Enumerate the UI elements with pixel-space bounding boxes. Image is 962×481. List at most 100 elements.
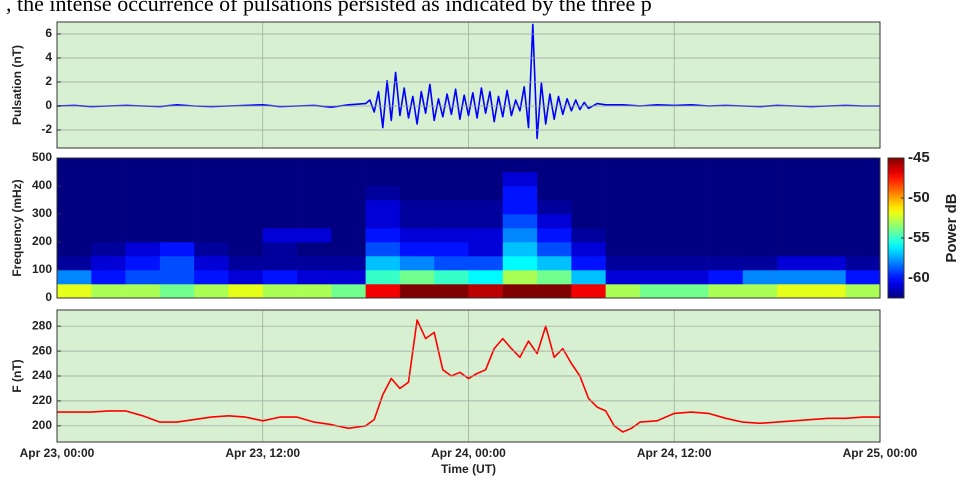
heat-cell xyxy=(125,200,161,215)
heat-cell xyxy=(91,228,126,243)
heat-cell xyxy=(502,242,538,257)
heat-cell xyxy=(91,172,126,187)
x-tick-label: Apr 24, 00:00 xyxy=(431,446,506,460)
heat-cell xyxy=(571,214,606,229)
heat-cell xyxy=(811,214,847,229)
heat-cell xyxy=(845,242,881,257)
heat-cell xyxy=(399,186,435,201)
heat-cell xyxy=(57,172,92,187)
heat-cell xyxy=(365,158,401,173)
heat-cell xyxy=(434,172,469,187)
heat-cell xyxy=(194,270,229,285)
heat-cell xyxy=(708,228,744,243)
heat-cell xyxy=(537,186,572,201)
heat-cell xyxy=(502,270,538,285)
heat-cell xyxy=(262,256,298,271)
heat-cell xyxy=(297,242,332,257)
heat-cell xyxy=(194,214,229,229)
heat-cell xyxy=(811,270,847,285)
heat-cell xyxy=(845,228,881,243)
heat-cell xyxy=(365,242,401,257)
heat-cell xyxy=(159,200,195,215)
heat-cell xyxy=(159,242,195,257)
heat-cell xyxy=(125,214,161,229)
heat-cell xyxy=(125,158,161,173)
heat-cell xyxy=(228,158,264,173)
heat-cell xyxy=(228,186,264,201)
heat-cell xyxy=(91,256,126,271)
y-tick-label: 400 xyxy=(32,178,52,192)
heat-cell xyxy=(571,158,606,173)
heat-cell xyxy=(297,228,332,243)
heat-cell xyxy=(194,186,229,201)
heat-cell xyxy=(674,256,709,271)
plot-frame xyxy=(56,157,881,299)
heat-cell xyxy=(262,200,298,215)
heat-cell xyxy=(228,214,264,229)
x-tick-label: Apr 24, 12:00 xyxy=(637,446,712,460)
heat-cell xyxy=(297,256,332,271)
heat-cell xyxy=(365,284,401,299)
heat-cell xyxy=(708,214,744,229)
heat-cell xyxy=(708,270,744,285)
heat-cell xyxy=(331,186,366,201)
heat-cell xyxy=(845,270,881,285)
heat-cell xyxy=(811,200,847,215)
heat-cell xyxy=(674,186,709,201)
heat-cell xyxy=(228,228,264,243)
heat-cell xyxy=(91,158,126,173)
y-tick-label: 240 xyxy=(32,368,52,382)
heat-cell xyxy=(262,270,298,285)
y-tick-label: 500 xyxy=(32,150,52,164)
heat-cell xyxy=(297,172,332,187)
heat-cell xyxy=(605,228,641,243)
heat-cell xyxy=(125,270,161,285)
y-tick-label: -2 xyxy=(41,122,52,136)
heat-cell xyxy=(742,256,778,271)
heat-cell xyxy=(399,270,435,285)
heat-cell xyxy=(434,158,469,173)
heat-cell xyxy=(159,214,195,229)
heat-cell xyxy=(537,256,572,271)
colorbar-label: Power dB xyxy=(943,193,960,262)
heat-cell xyxy=(399,242,435,257)
colorbar xyxy=(887,157,905,299)
heat-cell xyxy=(365,256,401,271)
heat-cell xyxy=(502,214,538,229)
heat-cell xyxy=(262,284,298,299)
heat-cell xyxy=(571,172,606,187)
caption-fragment: , the intense occurrence of pulsations p… xyxy=(6,0,652,16)
x-tick-label: Apr 23, 00:00 xyxy=(20,446,95,460)
heat-cell xyxy=(537,200,572,215)
heat-cell xyxy=(228,172,264,187)
heat-cell xyxy=(639,256,675,271)
heat-cell xyxy=(434,214,469,229)
heat-cell xyxy=(297,158,332,173)
heat-cell xyxy=(811,256,847,271)
heat-cell xyxy=(399,158,435,173)
heat-cell xyxy=(125,284,161,299)
colorbar-tick-label: -50 xyxy=(908,189,930,206)
heat-cell xyxy=(159,256,195,271)
heat-cell xyxy=(297,214,332,229)
heat-cell xyxy=(674,284,709,299)
heat-cell xyxy=(331,228,366,243)
heat-cell xyxy=(262,158,298,173)
heat-cell xyxy=(605,214,641,229)
heat-cell xyxy=(331,242,366,257)
x-tick-label: Apr 25, 00:00 xyxy=(843,446,918,460)
heat-cell xyxy=(159,228,195,243)
heat-cell xyxy=(674,214,709,229)
heat-cell xyxy=(57,242,92,257)
heat-cell xyxy=(262,214,298,229)
heat-cell xyxy=(434,256,469,271)
heat-cell xyxy=(537,242,572,257)
y-axis-label: Pulsation (nT) xyxy=(10,45,24,125)
plot-frame xyxy=(56,21,881,149)
heat-cell xyxy=(502,228,538,243)
heat-cell xyxy=(228,200,264,215)
heat-cell xyxy=(742,172,778,187)
heat-cell xyxy=(777,200,812,215)
heat-cell xyxy=(468,256,504,271)
colorbar-tick-label: -60 xyxy=(908,269,930,286)
